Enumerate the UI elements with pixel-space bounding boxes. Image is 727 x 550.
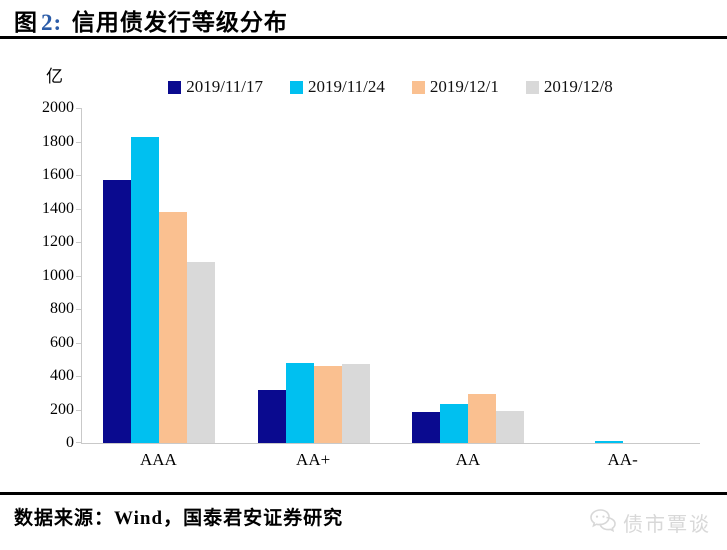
y-axis-tick-label: 1400 <box>42 199 74 217</box>
bar-group-aaa <box>82 108 237 443</box>
bar <box>594 440 623 443</box>
y-axis-tick <box>76 409 81 411</box>
figure-title: 图 2: 信用债发行等级分布 <box>14 3 288 37</box>
watermark-text: 债市覃谈 <box>623 514 711 536</box>
y-axis-tick-label: 800 <box>50 300 74 317</box>
y-axis-tick-label: 1600 <box>42 166 74 183</box>
legend-item: 2019/12/8 <box>525 77 613 97</box>
y-axis-tick <box>76 342 81 344</box>
x-axis-category-label: AAA <box>139 450 177 469</box>
y-axis-tick <box>76 442 81 443</box>
wechat-bubbles-icon <box>589 508 617 537</box>
x-axis-category-label: AA- <box>607 450 638 469</box>
bar <box>187 262 216 443</box>
footer-divider <box>0 492 727 495</box>
data-source-note: 数据来源：Wind，国泰君安证券研究 <box>14 508 344 529</box>
y-axis-tick <box>76 175 81 176</box>
bar <box>496 411 525 443</box>
y-axis-tick-label: 600 <box>50 333 74 351</box>
y-axis-tick-label: 0 <box>66 434 74 451</box>
x-axis-category-label: AA+ <box>296 450 331 469</box>
bar-groups <box>82 108 700 443</box>
bar <box>285 362 314 443</box>
y-axis-unit-label: 亿 <box>46 67 63 86</box>
y-axis-tick <box>76 376 81 377</box>
y-axis-tick-label: 2000 <box>42 99 74 116</box>
y-axis-tick-label: 400 <box>50 367 74 384</box>
y-axis-tick-label: 1800 <box>42 132 74 150</box>
title-divider <box>0 36 727 39</box>
x-axis-labels: AAA AA+ AA AA- <box>81 450 700 470</box>
y-axis-tick <box>76 208 81 210</box>
y-axis-labels: 2000 1800 1600 1400 1200 1000 800 600 400 200 0 <box>0 99 74 451</box>
bar-group-aaminus <box>546 108 701 443</box>
legend: 2019/11/17 2019/11/24 2019/12/1 2019/12/8 <box>81 77 700 97</box>
legend-swatch-icon <box>525 80 539 94</box>
bar <box>313 365 342 443</box>
bar <box>103 180 132 443</box>
legend-label: 2019/11/17 <box>186 77 264 96</box>
y-axis-tick <box>76 309 81 310</box>
legend-swatch-icon <box>168 80 182 94</box>
y-axis-tick <box>76 275 81 277</box>
bar <box>412 412 441 443</box>
y-axis-tick <box>76 141 81 143</box>
x-axis-category-label: AA <box>455 450 481 469</box>
y-axis-tick-label: 200 <box>50 400 74 418</box>
legend-swatch-icon <box>411 80 425 94</box>
legend-item: 2019/11/17 <box>168 77 263 97</box>
bar-group-aaplus <box>237 108 392 443</box>
legend-label: 2019/11/24 <box>308 77 385 96</box>
bar-group-aa <box>391 108 546 443</box>
bar <box>468 394 497 443</box>
figure-number: 2: <box>41 10 63 35</box>
x-axis-line <box>81 443 700 444</box>
legend-label: 2019/12/8 <box>543 77 613 96</box>
figure-title-prefix: 图 <box>14 10 38 35</box>
bar <box>159 211 188 443</box>
bar <box>257 390 286 443</box>
plot-area <box>76 108 700 444</box>
y-axis-tick-label: 1200 <box>42 233 74 250</box>
bar <box>440 403 469 443</box>
watermark: 债市覃谈 <box>589 508 711 537</box>
legend-label: 2019/12/1 <box>429 77 499 96</box>
y-axis-tick <box>76 108 81 109</box>
legend-swatch-icon <box>290 80 304 94</box>
legend-item: 2019/11/24 <box>290 77 385 97</box>
bar <box>341 364 370 443</box>
figure-title-text: 信用债发行等级分布 <box>71 10 288 35</box>
bar <box>131 137 160 443</box>
legend-item: 2019/12/1 <box>411 77 499 97</box>
y-axis-line <box>81 108 82 443</box>
y-axis-tick-label: 1000 <box>42 266 74 284</box>
y-axis-tick <box>76 242 81 243</box>
